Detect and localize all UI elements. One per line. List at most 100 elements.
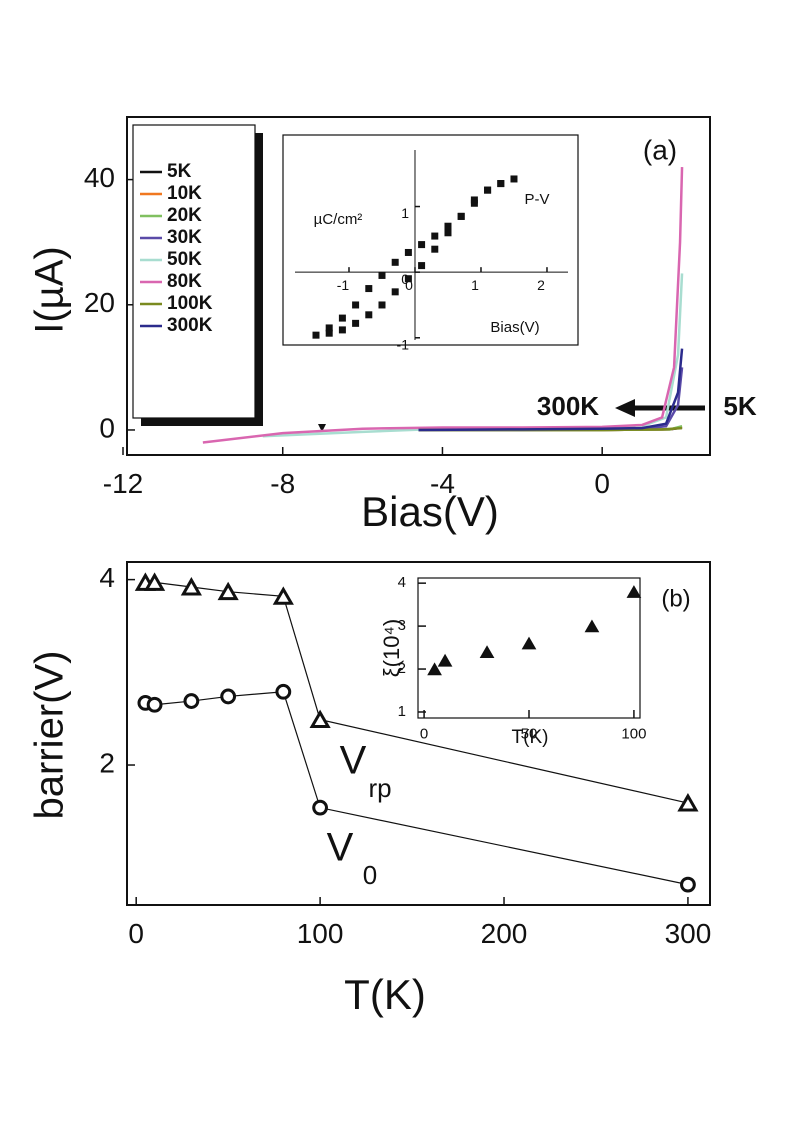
marker — [484, 186, 492, 194]
marker — [275, 683, 292, 700]
legend-label: 20K — [167, 205, 202, 226]
x-tick-label: 2 — [537, 277, 545, 293]
marker — [680, 876, 696, 893]
annotation: V — [327, 826, 354, 870]
y-tick-label: -1 — [397, 336, 410, 352]
annotation: V — [340, 739, 367, 783]
x-tick-label: 1 — [471, 277, 479, 293]
marker — [143, 572, 166, 591]
series-line — [145, 691, 689, 886]
x-tick-label: 0 — [420, 725, 428, 742]
marker — [378, 301, 386, 309]
x-tick-label: -12 — [103, 468, 143, 499]
marker — [404, 248, 412, 256]
marker — [444, 222, 452, 230]
plot-frame — [126, 116, 711, 456]
x-axis-label: Bias(V) — [490, 319, 539, 336]
marker — [338, 314, 346, 322]
marker — [325, 329, 333, 337]
x-tick-label: 50 — [521, 725, 538, 742]
legend-label: 80K — [167, 271, 202, 292]
x-tick-label: -1 — [337, 277, 350, 293]
legend-label: 30K — [167, 227, 202, 248]
y-axis-label: barrier(V) — [28, 651, 72, 820]
marker — [427, 662, 442, 676]
marker — [183, 693, 200, 709]
marker — [437, 653, 453, 667]
marker — [418, 262, 426, 270]
y-tick-label: 0 — [99, 412, 115, 443]
marker — [404, 275, 412, 283]
marker — [352, 301, 360, 309]
annotation: 300K — [537, 391, 599, 421]
x-tick-label: -4 — [430, 468, 455, 499]
x-axis-label: T(K) — [512, 727, 549, 748]
marker — [352, 319, 360, 327]
x-tick-label: 100 — [621, 725, 646, 742]
marker — [309, 709, 331, 729]
legend-label: 100K — [167, 293, 213, 314]
marker — [180, 577, 202, 596]
marker — [217, 581, 239, 601]
y-tick-label: 1 — [401, 205, 409, 221]
y-tick-label: 1 — [398, 703, 406, 720]
x-axis-label: Bias(V) — [361, 488, 499, 535]
y-tick-label: 40 — [84, 162, 115, 193]
x-tick-label: 0 — [128, 918, 144, 949]
marker — [418, 241, 426, 249]
marker — [325, 324, 333, 332]
series-line — [262, 273, 684, 438]
marker — [497, 180, 505, 188]
panel: 0 50 100 1 2 3 4 T(K) ξ(10⁴) (b) — [379, 574, 691, 748]
marker — [431, 232, 439, 240]
marker — [312, 799, 329, 816]
y-tick-label: 4 — [99, 562, 115, 593]
x-tick-label: 0 — [594, 468, 610, 499]
legend-label: 50K — [167, 249, 202, 270]
y-tick-label: 2 — [398, 660, 406, 677]
marker — [626, 585, 642, 598]
y-axis-label: µC/cm² — [314, 211, 363, 228]
legend-label: 5K — [167, 161, 192, 182]
marker — [312, 331, 320, 339]
marker — [338, 326, 346, 334]
plot-frame — [126, 561, 711, 906]
marker — [365, 311, 373, 319]
series-line — [202, 167, 684, 444]
x-tick-label: -8 — [270, 468, 295, 499]
marker — [146, 696, 163, 713]
annotation: 0 — [363, 860, 377, 890]
annotation: rp — [368, 773, 391, 803]
y-axis-label: ξ(10⁴) — [379, 619, 404, 677]
x-axis-label: T(K) — [344, 971, 426, 1018]
series-line — [418, 348, 684, 432]
y-tick-label: 20 — [84, 287, 115, 318]
plot-frame — [282, 134, 579, 346]
marker — [365, 285, 373, 293]
marker — [677, 793, 699, 812]
marker — [391, 258, 399, 266]
x-tick-label: 100 — [297, 918, 344, 949]
x-tick-label: 300 — [665, 918, 712, 949]
marker — [272, 586, 294, 605]
x-tick-label: 200 — [481, 918, 528, 949]
marker — [510, 175, 518, 183]
marker — [521, 636, 537, 650]
marker — [431, 245, 439, 253]
legend-label: 300K — [167, 315, 213, 336]
y-tick-label: 2 — [99, 747, 115, 778]
marker — [470, 196, 478, 204]
marker — [391, 288, 399, 296]
marker — [457, 212, 465, 220]
legend-label: 10K — [167, 183, 202, 204]
annotation: 5K — [723, 391, 756, 421]
arrow-head — [615, 399, 635, 417]
annotation: P-V — [524, 191, 549, 208]
y-tick-label: 3 — [398, 617, 406, 634]
legend-box — [132, 124, 256, 419]
